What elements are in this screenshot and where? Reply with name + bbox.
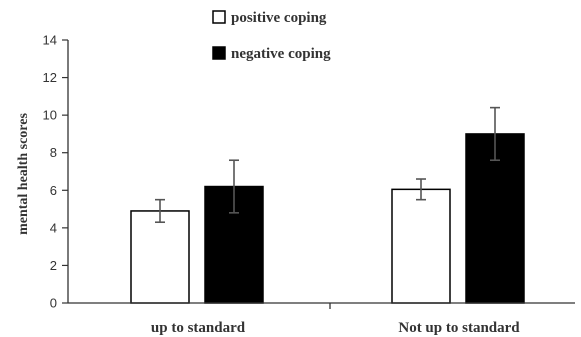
- y-tick-label: 12: [43, 70, 57, 85]
- bar-positive-up-to-standard: [130, 210, 190, 304]
- y-tick-label: 4: [50, 220, 57, 235]
- y-axis-ticks: 0 2 4 6 8 10 12 14: [43, 33, 68, 311]
- y-axis-title: mental health scores: [16, 113, 31, 235]
- y-tick-label: 6: [50, 183, 57, 198]
- bars: [130, 133, 525, 304]
- category-label-up-to-standard: up to standard: [151, 320, 246, 336]
- error-bars: [155, 106, 500, 224]
- y-tick-label: 8: [50, 145, 57, 160]
- y-tick-label: 0: [50, 296, 57, 311]
- y-tick-label: 10: [43, 108, 57, 123]
- legend-label-negative-coping: negative coping: [231, 46, 331, 62]
- legend-label-positive-coping: positive coping: [231, 10, 327, 26]
- bar-positive-not-up-to-standard: [391, 188, 451, 304]
- legend-swatch-positive-coping: [212, 10, 226, 24]
- y-tick-label: 14: [43, 33, 57, 48]
- category-label-not-up-to-standard: Not up to standard: [398, 320, 520, 336]
- legend: positive coping negative coping: [212, 10, 331, 62]
- legend-swatch-negative-coping: [212, 46, 226, 60]
- y-tick-label: 2: [50, 258, 57, 273]
